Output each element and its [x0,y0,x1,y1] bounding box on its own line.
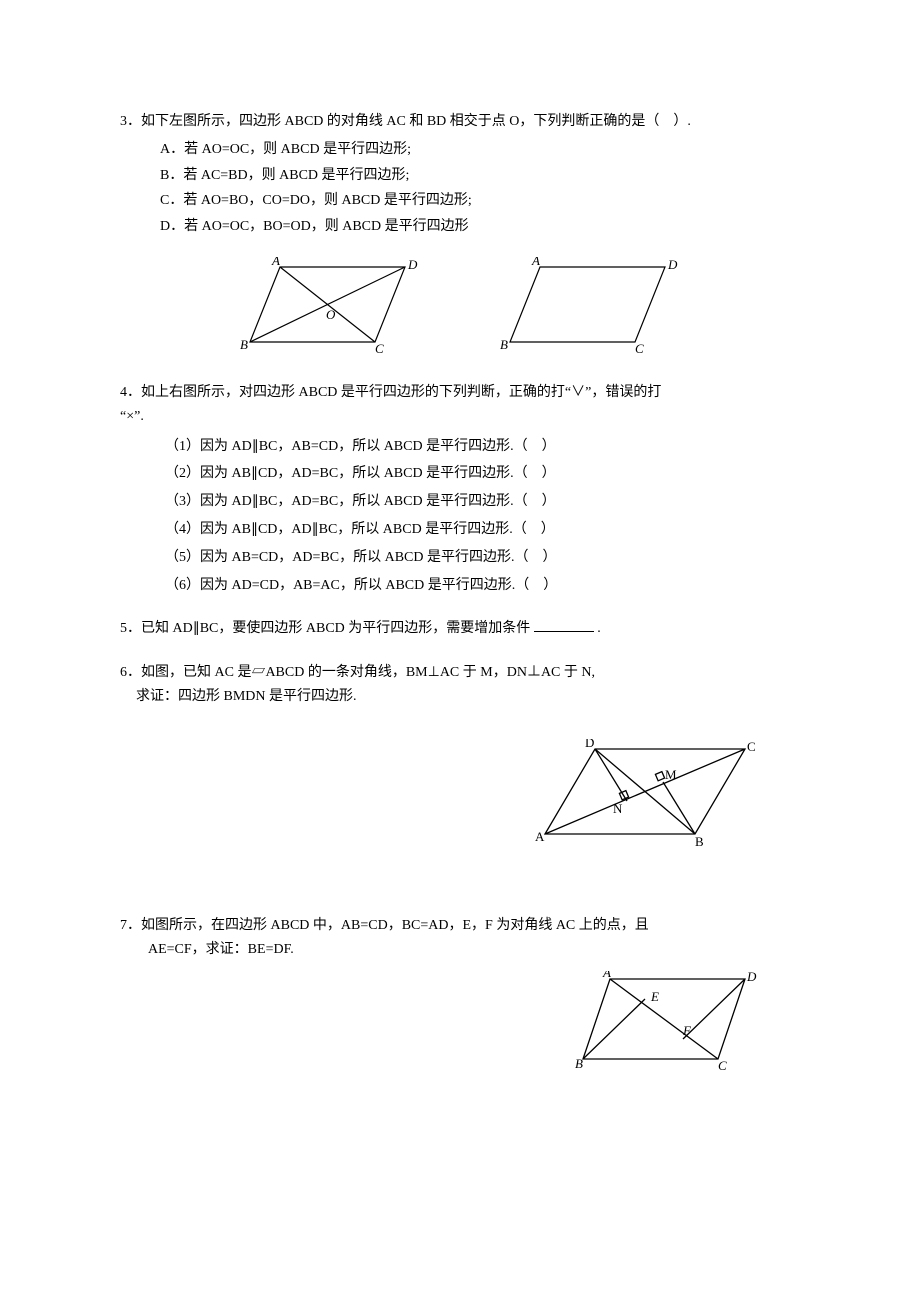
q5-stem-a: 5．已知 AD∥BC，要使四边形 ABCD 为平行四边形，需要增加条件 [120,621,530,636]
q4-stem-b: “×”. [120,405,800,429]
q7-figure-wrap: A D B C E F [120,971,800,1076]
q4-item-6: （6）因为 AD=CD，AB=AC，所以 ABCD 是平行四边形.（ ） [165,574,800,598]
question-6: 6．如图，已知 AC 是▱ABCD 的一条对角线，BM⊥AC 于 M，DN⊥AC… [120,661,800,854]
label-A: A [602,971,611,980]
q3-figure-right: A D B C [500,257,680,357]
q4-item-5: （5）因为 AB=CD，AD=BC，所以 ABCD 是平行四边形.（ ） [165,546,800,570]
label-C: C [375,341,384,356]
label-N: N [613,801,623,816]
label-D: D [407,257,418,272]
q3-option-a: A．若 AO=OC，则 ABCD 是平行四边形; [160,138,800,162]
page: 3．如下左图所示，四边形 ABCD 的对角线 AC 和 BD 相交于点 O，下列… [0,0,920,1302]
q6-figure-wrap: A B C D M N [120,739,800,854]
q7-stem-b: AE=CF，求证：BE=DF. [120,938,800,962]
label-O: O [326,307,336,322]
q3-option-b: B．若 AC=BD，则 ABCD 是平行四边形; [160,164,800,188]
q4-items: （1）因为 AD∥BC，AB=CD，所以 ABCD 是平行四边形.（ ） （2）… [120,435,800,598]
q3-figure-row: A D B C O A D B C [120,257,800,357]
q5-blank [534,617,594,632]
q3-options: A．若 AO=OC，则 ABCD 是平行四边形; B．若 AC=BD，则 ABC… [120,138,800,239]
q4-stem-a: 4．如上右图所示，对四边形 ABCD 是平行四边形的下列判断，正确的打“∨”，错… [120,381,800,405]
q4-item-1: （1）因为 AD∥BC，AB=CD，所以 ABCD 是平行四边形.（ ） [165,435,800,459]
q3-stem: 3．如下左图所示，四边形 ABCD 的对角线 AC 和 BD 相交于点 O，下列… [120,110,800,134]
label-D: D [746,971,757,984]
label-B: B [240,337,248,352]
label-B: B [695,834,704,849]
q4-item-4: （4）因为 AB∥CD，AD∥BC，所以 ABCD 是平行四边形.（ ） [165,518,800,542]
q3-figure-left: A D B C O [240,257,420,357]
label-E: E [650,989,659,1004]
q4-item-3: （3）因为 AD∥BC，AD=BC，所以 ABCD 是平行四边形.（ ） [165,490,800,514]
label-F: F [682,1023,692,1038]
q3-option-d: D．若 AO=OC，BO=OD，则 ABCD 是平行四边形 [160,215,800,239]
label-M: M [665,767,677,782]
label-C: C [635,341,644,356]
question-7: 7．如图所示，在四边形 ABCD 中，AB=CD，BC=AD，E，F 为对角线 … [120,914,800,1077]
q7-stem-a: 7．如图所示，在四边形 ABCD 中，AB=CD，BC=AD，E，F 为对角线 … [120,914,800,938]
label-A: A [531,257,540,268]
q4-item-2: （2）因为 AB∥CD，AD=BC，所以 ABCD 是平行四边形.（ ） [165,462,800,486]
label-C: C [747,739,756,754]
q6-figure: A B C D M N [535,739,760,854]
question-4: 4．如上右图所示，对四边形 ABCD 是平行四边形的下列判断，正确的打“∨”，错… [120,381,800,597]
q5-stem-b: . [597,621,601,636]
q6-stem-b: 求证：四边形 BMDN 是平行四边形. [120,685,800,709]
label-B: B [500,337,508,352]
label-A: A [535,829,545,844]
label-D: D [667,257,678,272]
question-3: 3．如下左图所示，四边形 ABCD 的对角线 AC 和 BD 相交于点 O，下列… [120,110,800,357]
label-A: A [271,257,280,268]
question-5: 5．已知 AD∥BC，要使四边形 ABCD 为平行四边形，需要增加条件 . [120,617,800,641]
q7-figure: A D B C E F [575,971,760,1076]
label-D: D [585,739,594,750]
label-B: B [575,1056,583,1071]
q6-stem-a: 6．如图，已知 AC 是▱ABCD 的一条对角线，BM⊥AC 于 M，DN⊥AC… [120,661,800,685]
label-C: C [718,1058,727,1073]
q3-option-c: C．若 AO=BO，CO=DO，则 ABCD 是平行四边形; [160,189,800,213]
